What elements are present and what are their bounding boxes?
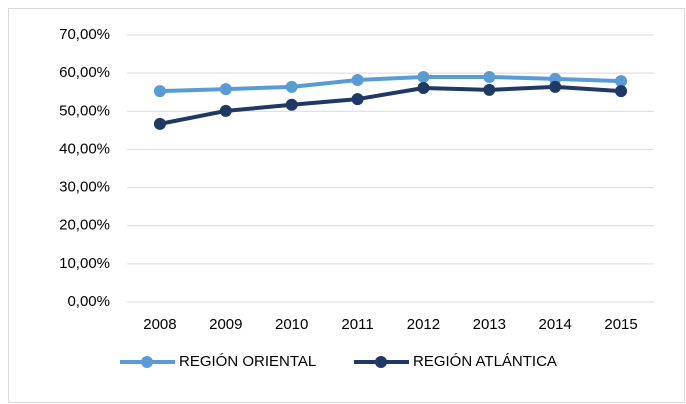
point [219,104,232,117]
x-tick-label: 2010 [275,316,308,333]
x-tick-label: 2012 [407,316,440,333]
point [351,93,364,106]
x-tick-label: 2015 [604,316,637,333]
series-line [159,74,622,94]
point [483,70,496,83]
x-tick-label: 2008 [143,316,176,333]
point [483,83,496,96]
y-tick-label: 10,00% [59,255,110,272]
point [219,83,232,96]
legend-marker [141,356,153,368]
chart-border [8,8,685,403]
legend-label: REGIÓN ORIENTAL [179,353,316,370]
series-line [159,84,622,126]
y-tick-label: 50,00% [59,102,110,119]
x-tick-label: 2014 [539,316,572,333]
x-tick-label: 2011 [341,316,373,333]
y-tick-label: 60,00% [59,64,110,81]
y-tick-label: 40,00% [59,140,110,157]
y-tick-label: 30,00% [59,179,110,196]
y-tick-label: 20,00% [59,217,110,234]
legend-marker [375,356,387,368]
point [417,82,430,95]
point [351,74,364,87]
point [417,70,430,83]
point [153,117,166,130]
x-tick-label: 2009 [209,316,242,333]
point [549,80,562,93]
point [615,75,628,88]
y-tick-label: 70,00% [59,26,110,43]
point [285,98,298,111]
y-tick-label: 0,00% [67,293,110,310]
point [153,85,166,98]
x-tick-label: 2013 [473,316,506,333]
point [285,80,298,93]
point [615,85,628,98]
legend-label: REGIÓN ATLÁNTICA [413,353,557,370]
